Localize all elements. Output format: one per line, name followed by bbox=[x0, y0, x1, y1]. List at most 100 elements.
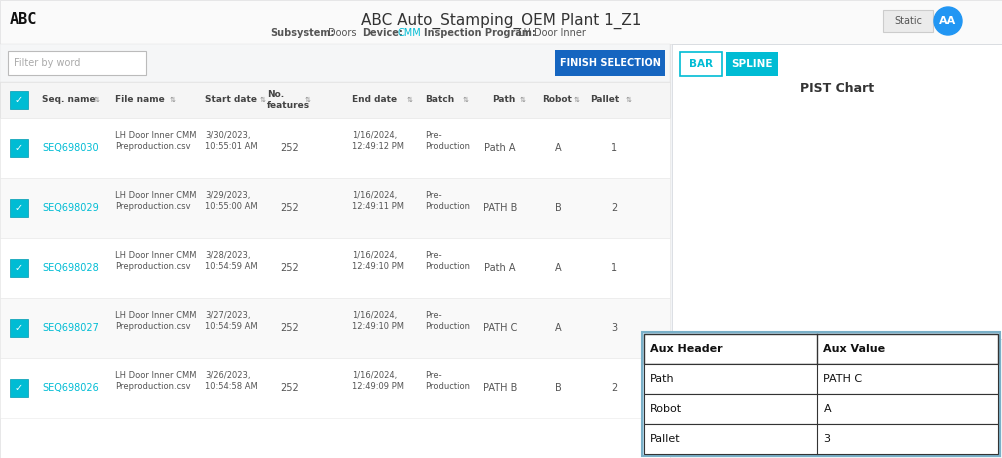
Bar bbox=[10, 91, 28, 109]
Text: LH Door Inner: LH Door Inner bbox=[518, 28, 586, 38]
Bar bbox=[10, 319, 28, 337]
Point bbox=[832, 246, 848, 253]
Point bbox=[765, 196, 781, 203]
Text: 1/16/2024,
12:49:11 PM: 1/16/2024, 12:49:11 PM bbox=[352, 191, 404, 212]
Text: LH Door Inner CMM
Preproduction.csv: LH Door Inner CMM Preproduction.csv bbox=[115, 191, 196, 212]
Text: 3: 3 bbox=[824, 434, 831, 444]
Text: Static: Static bbox=[894, 16, 922, 26]
Text: ✓: ✓ bbox=[15, 323, 23, 333]
Text: ⇅: ⇅ bbox=[170, 97, 176, 103]
Text: PATH C: PATH C bbox=[824, 374, 863, 384]
Bar bbox=[644, 364, 998, 394]
Point bbox=[775, 185, 791, 192]
Text: SEQ698028: SEQ698028 bbox=[42, 263, 99, 273]
Text: B: B bbox=[555, 383, 561, 393]
Text: SEQ698026: SEQ698026 bbox=[42, 383, 99, 393]
Text: End date: End date bbox=[352, 96, 397, 104]
Text: 3/29/2023,
10:55:00 AM: 3/29/2023, 10:55:00 AM bbox=[205, 191, 258, 212]
Bar bbox=[0, 44, 670, 458]
Text: Path A: Path A bbox=[484, 263, 516, 273]
Point bbox=[871, 199, 887, 206]
Point bbox=[852, 268, 868, 275]
Text: Aux Header: Aux Header bbox=[650, 344, 722, 354]
Bar bbox=[672, 44, 1002, 339]
Point bbox=[716, 188, 732, 195]
Bar bbox=[0, 178, 670, 238]
Point bbox=[929, 196, 945, 203]
Text: Pallet: Pallet bbox=[590, 96, 619, 104]
Text: ✓: ✓ bbox=[15, 95, 23, 105]
Text: Robot: Robot bbox=[650, 404, 682, 414]
Text: 1/16/2024,
12:49:09 PM: 1/16/2024, 12:49:09 PM bbox=[352, 371, 404, 392]
Text: SEQ698027: SEQ698027 bbox=[42, 323, 99, 333]
Point bbox=[900, 199, 916, 206]
Text: LH Door Inner CMM
Preproduction.csv: LH Door Inner CMM Preproduction.csv bbox=[115, 251, 196, 272]
Text: ✓: ✓ bbox=[15, 143, 23, 153]
Text: No.
features: No. features bbox=[267, 90, 311, 110]
Bar bbox=[644, 334, 998, 454]
Bar bbox=[10, 199, 28, 217]
Text: ABC: ABC bbox=[10, 12, 37, 27]
Point bbox=[735, 202, 752, 209]
Text: Pre-
Production: Pre- Production bbox=[425, 251, 470, 272]
Bar bbox=[726, 52, 778, 76]
Point bbox=[939, 196, 955, 203]
Text: ⇅: ⇅ bbox=[260, 97, 266, 103]
Text: Subsystem:: Subsystem: bbox=[270, 28, 335, 38]
Point bbox=[890, 237, 906, 245]
Text: CMM: CMM bbox=[398, 28, 422, 38]
Text: File name: File name bbox=[115, 96, 164, 104]
Circle shape bbox=[934, 7, 962, 35]
Text: 2: 2 bbox=[611, 203, 617, 213]
Text: 1/16/2024,
12:49:10 PM: 1/16/2024, 12:49:10 PM bbox=[352, 311, 404, 332]
Bar bbox=[10, 259, 28, 277]
Point bbox=[696, 199, 712, 206]
Text: 252: 252 bbox=[281, 323, 300, 333]
Bar bbox=[555, 50, 665, 76]
Text: LH Door Inner CMM
Preproduction.csv: LH Door Inner CMM Preproduction.csv bbox=[115, 311, 196, 332]
Bar bbox=[10, 379, 28, 397]
Bar bbox=[0, 298, 670, 358]
Text: ABC Auto_Stamping_OEM Plant 1_Z1: ABC Auto_Stamping_OEM Plant 1_Z1 bbox=[361, 13, 641, 29]
Text: PATH B: PATH B bbox=[483, 203, 517, 213]
Point bbox=[958, 207, 974, 214]
Bar bbox=[642, 332, 1000, 456]
Text: 252: 252 bbox=[281, 383, 300, 393]
Text: Path A: Path A bbox=[484, 143, 516, 153]
Text: B: B bbox=[555, 203, 561, 213]
Point bbox=[823, 251, 839, 258]
Text: Seq. name: Seq. name bbox=[42, 96, 95, 104]
Text: 2: 2 bbox=[611, 383, 617, 393]
Text: 3/26/2023,
10:54:58 AM: 3/26/2023, 10:54:58 AM bbox=[205, 371, 258, 392]
Text: 3/28/2023,
10:54:59 AM: 3/28/2023, 10:54:59 AM bbox=[205, 251, 258, 272]
Text: 3: 3 bbox=[611, 323, 617, 333]
Text: Device:: Device: bbox=[362, 28, 403, 38]
Text: Pre-
Production: Pre- Production bbox=[425, 191, 470, 212]
Bar bbox=[0, 118, 670, 178]
Point bbox=[968, 207, 984, 214]
Bar bbox=[10, 139, 28, 157]
Bar bbox=[644, 334, 998, 364]
Text: 3/30/2023,
10:55:01 AM: 3/30/2023, 10:55:01 AM bbox=[205, 131, 258, 152]
Point bbox=[813, 248, 829, 256]
Text: PATH B: PATH B bbox=[483, 383, 517, 393]
Text: Pre-
Production: Pre- Production bbox=[425, 131, 470, 152]
Bar bbox=[0, 82, 670, 118]
Text: A: A bbox=[555, 263, 561, 273]
Text: SEQ698030: SEQ698030 bbox=[42, 143, 98, 153]
Bar bbox=[0, 238, 670, 298]
Text: A: A bbox=[555, 143, 561, 153]
Point bbox=[842, 254, 858, 261]
Text: 252: 252 bbox=[281, 263, 300, 273]
Text: ⇅: ⇅ bbox=[463, 97, 469, 103]
Text: Doors: Doors bbox=[328, 28, 357, 38]
Bar bbox=[0, 0, 1002, 44]
Point bbox=[755, 240, 771, 247]
Point bbox=[745, 237, 762, 245]
Point bbox=[881, 210, 897, 217]
Text: PIST Chart: PIST Chart bbox=[800, 82, 874, 94]
Text: ✓: ✓ bbox=[15, 263, 23, 273]
Bar bbox=[644, 424, 998, 454]
Text: Start date: Start date bbox=[205, 96, 257, 104]
Text: 1/16/2024,
12:49:10 PM: 1/16/2024, 12:49:10 PM bbox=[352, 251, 404, 272]
